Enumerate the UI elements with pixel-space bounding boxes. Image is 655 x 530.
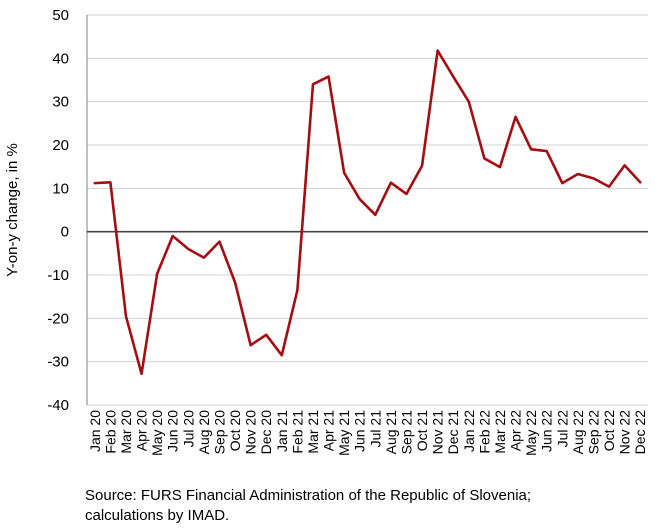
series-layer (93, 49, 642, 376)
x-tick-label: Feb 21 (289, 410, 305, 454)
x-tick-label: Mar 20 (118, 410, 134, 454)
x-tick-label: Sep 21 (398, 410, 414, 455)
y-tick-label: -20 (47, 310, 69, 327)
x-tick-label: Jun 21 (352, 410, 368, 452)
x-tick-label: Sep 22 (585, 410, 601, 455)
x-tick-label: Apr 20 (134, 410, 150, 451)
y-tick-label: 10 (52, 180, 69, 197)
x-tick-label: Feb 22 (476, 410, 492, 454)
x-tick-label: Jan 20 (87, 410, 103, 452)
grid-lines (87, 14, 648, 406)
x-tick-labels: Jan 20 Feb 20 Mar 20 Apr 20 May 20 Jun 20 Jul … (87, 410, 648, 456)
y-tick-label: 50 (52, 7, 69, 24)
x-tick-label: Dec 20 (258, 410, 274, 455)
y-tick-label: -40 (47, 397, 69, 414)
x-tick-label: Nov 20 (243, 410, 259, 455)
x-tick-label: Jul 22 (554, 410, 570, 448)
x-tick-label: Aug 22 (570, 410, 586, 455)
y-tick-labels: -40 -30 -20 -10 0 10 20 30 40 50 (47, 7, 69, 414)
x-tick-label: Sep 20 (211, 410, 227, 455)
x-tick-label: Nov 21 (430, 410, 446, 455)
x-tick-label: May 21 (336, 410, 352, 456)
x-tick-label: Mar 22 (492, 410, 508, 454)
y-tick-label: 30 (52, 94, 69, 111)
x-tick-label: May 22 (523, 410, 539, 456)
y-tick-label: -30 (47, 354, 69, 371)
x-tick-label: Oct 20 (227, 410, 243, 451)
x-tick-label: Oct 21 (414, 410, 430, 451)
x-tick-label: Jul 20 (180, 410, 196, 448)
x-tick-label: Jan 22 (461, 410, 477, 452)
x-tick-label: Jun 22 (539, 410, 555, 452)
y-axis-title: Y-on-y change, in % (4, 143, 21, 277)
x-tick-label: Apr 21 (321, 410, 337, 451)
x-tick-label: Nov 22 (617, 410, 633, 455)
x-tick-label: Jul 21 (367, 410, 383, 448)
x-tick-label: Dec 21 (445, 410, 461, 455)
y-tick-label: 20 (52, 137, 69, 154)
x-tick-label: Aug 20 (196, 410, 212, 455)
x-tick-label: Jun 20 (165, 410, 181, 452)
y-tick-label: -10 (47, 267, 69, 284)
axes (86, 15, 648, 405)
x-tick-label: May 20 (149, 410, 165, 456)
x-tick-label: Oct 22 (601, 410, 617, 451)
x-tick-label: Jan 21 (274, 410, 290, 452)
source-note: Source: FURS Financial Administration of… (85, 487, 532, 524)
x-tick-label: Mar 21 (305, 410, 321, 454)
x-tick-label: Apr 22 (508, 410, 524, 451)
y-tick-label: 0 (61, 224, 69, 241)
x-tick-label: Dec 22 (632, 410, 648, 455)
series-line (93, 49, 642, 376)
x-tick-label: Aug 21 (383, 410, 399, 455)
x-tick-label: Feb 20 (102, 410, 118, 454)
y-tick-label: 40 (52, 50, 69, 67)
